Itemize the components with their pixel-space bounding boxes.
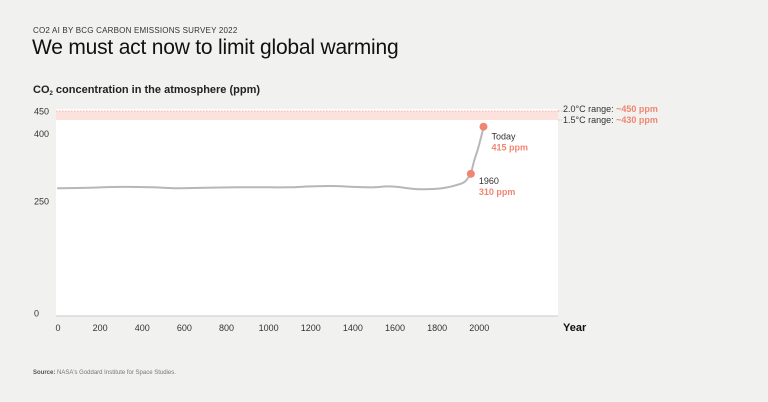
y-tick-label: 400 (34, 129, 49, 139)
range-label-value: ~450 ppm (616, 104, 658, 114)
annotation-dot (479, 122, 488, 131)
y-tick-label: 250 (34, 196, 49, 206)
y-axis-ticks: 0 250 400 450 (34, 107, 49, 319)
warming-range-band (56, 111, 558, 120)
x-tick-label: 600 (177, 323, 192, 333)
range-label-text: 1.5°C range: (563, 115, 616, 125)
y-tick-label: 450 (34, 107, 49, 117)
x-tick-label: 1400 (343, 323, 363, 333)
chart-title: CO2 concentration in the atmosphere (ppm… (33, 84, 260, 97)
source-note: Source: NASA's Goddard Institute for Spa… (33, 370, 176, 376)
source-text: NASA's Goddard Institute for Space Studi… (57, 370, 176, 376)
chart-title-subscript: 2 (49, 91, 53, 97)
source-label: Source: (33, 370, 56, 376)
x-tick-label: 800 (219, 323, 234, 333)
plot-area (56, 109, 558, 316)
y-tick-label: 0 (34, 309, 39, 319)
x-tick-label: 0 (55, 323, 60, 333)
x-tick-label: 2000 (469, 323, 489, 333)
range-label-value: ~430 ppm (616, 115, 658, 125)
chart-title-prefix: CO (33, 84, 50, 96)
x-axis-title: Year (563, 322, 587, 334)
annotation-label: 1960 (479, 176, 499, 186)
chart-title-suffix: concentration in the atmosphere (ppm) (52, 84, 261, 96)
page-headline: We must act now to limit global warming (32, 36, 399, 59)
annotation-label: Today (491, 132, 516, 142)
x-tick-label: 1600 (385, 323, 405, 333)
x-tick-label: 1200 (301, 323, 321, 333)
x-axis-ticks: 0 200 400 600 800 1000 1200 1400 1600 1800 2000 (55, 323, 489, 333)
annotation-value: 310 ppm (479, 187, 516, 197)
range-label-text: 2.0°C range: (563, 104, 616, 114)
survey-eyebrow: CO2 AI BY BCG CARBON EMISSIONS SURVEY 20… (33, 26, 238, 35)
annotation-value: 415 ppm (491, 143, 528, 153)
x-tick-label: 1800 (427, 323, 447, 333)
annotation-dot (466, 169, 475, 178)
range-label: 1.5°C range: ~430 ppm (563, 115, 658, 125)
x-tick-label: 200 (93, 323, 108, 333)
x-tick-label: 400 (135, 323, 150, 333)
range-label: 2.0°C range: ~450 ppm (563, 104, 658, 114)
x-tick-label: 1000 (259, 323, 279, 333)
